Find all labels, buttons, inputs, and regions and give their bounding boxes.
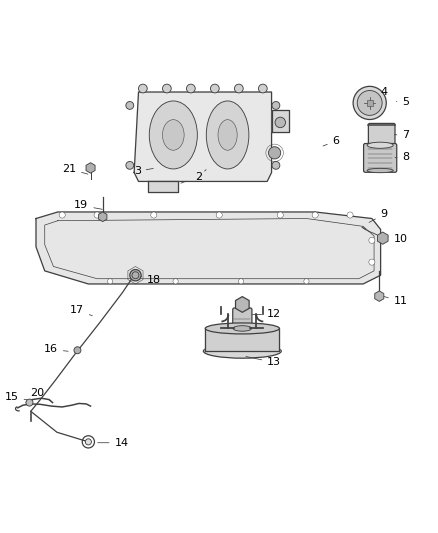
Ellipse shape bbox=[367, 168, 393, 173]
Circle shape bbox=[272, 101, 280, 109]
Bar bbox=[367, 100, 373, 106]
Text: 18: 18 bbox=[139, 276, 161, 286]
Text: 10: 10 bbox=[382, 234, 408, 244]
Text: 11: 11 bbox=[382, 296, 408, 306]
Circle shape bbox=[347, 212, 353, 218]
Circle shape bbox=[258, 84, 267, 93]
Text: 4: 4 bbox=[372, 87, 388, 101]
Circle shape bbox=[26, 399, 33, 406]
Circle shape bbox=[353, 86, 386, 119]
Circle shape bbox=[216, 212, 222, 218]
Circle shape bbox=[234, 84, 243, 93]
Ellipse shape bbox=[233, 326, 251, 331]
Circle shape bbox=[59, 212, 65, 218]
Text: 2: 2 bbox=[194, 169, 206, 182]
Circle shape bbox=[94, 212, 100, 218]
Circle shape bbox=[312, 212, 318, 218]
Text: 6: 6 bbox=[323, 136, 339, 146]
Ellipse shape bbox=[149, 101, 198, 169]
Text: 16: 16 bbox=[44, 344, 68, 354]
Polygon shape bbox=[36, 212, 381, 284]
Text: 12: 12 bbox=[253, 310, 281, 319]
Circle shape bbox=[126, 101, 134, 109]
Ellipse shape bbox=[203, 344, 281, 358]
Circle shape bbox=[132, 272, 139, 279]
Ellipse shape bbox=[218, 119, 237, 150]
Circle shape bbox=[82, 436, 95, 448]
Circle shape bbox=[369, 259, 375, 265]
Circle shape bbox=[173, 279, 178, 284]
Circle shape bbox=[138, 84, 147, 93]
Circle shape bbox=[130, 270, 141, 281]
Text: 3: 3 bbox=[134, 166, 153, 176]
Circle shape bbox=[369, 237, 375, 244]
Text: 5: 5 bbox=[396, 96, 410, 107]
Circle shape bbox=[357, 91, 382, 115]
Circle shape bbox=[187, 84, 195, 93]
Text: 7: 7 bbox=[395, 130, 410, 140]
Circle shape bbox=[304, 279, 309, 284]
Ellipse shape bbox=[367, 142, 393, 148]
Circle shape bbox=[162, 84, 171, 93]
Circle shape bbox=[108, 279, 113, 284]
Circle shape bbox=[151, 212, 157, 218]
Text: 21: 21 bbox=[62, 164, 88, 174]
Polygon shape bbox=[205, 328, 279, 351]
Circle shape bbox=[211, 84, 219, 93]
Circle shape bbox=[272, 161, 280, 169]
Text: 13: 13 bbox=[246, 357, 281, 367]
Polygon shape bbox=[134, 92, 272, 181]
Text: 14: 14 bbox=[98, 438, 129, 448]
Circle shape bbox=[268, 147, 281, 159]
Ellipse shape bbox=[205, 323, 279, 334]
Polygon shape bbox=[272, 110, 289, 132]
Ellipse shape bbox=[162, 119, 184, 150]
Text: 17: 17 bbox=[70, 305, 92, 316]
Circle shape bbox=[126, 161, 134, 169]
Text: 1: 1 bbox=[169, 181, 186, 192]
Circle shape bbox=[85, 439, 92, 445]
Circle shape bbox=[277, 212, 283, 218]
Circle shape bbox=[238, 279, 244, 284]
Circle shape bbox=[74, 347, 81, 354]
Text: 9: 9 bbox=[369, 209, 388, 222]
FancyBboxPatch shape bbox=[364, 143, 397, 172]
FancyBboxPatch shape bbox=[233, 308, 252, 328]
Text: 19: 19 bbox=[74, 200, 102, 211]
Text: 20: 20 bbox=[30, 388, 51, 401]
Polygon shape bbox=[148, 181, 178, 192]
Ellipse shape bbox=[206, 101, 249, 169]
Text: 8: 8 bbox=[395, 152, 410, 163]
Circle shape bbox=[275, 117, 286, 128]
Text: 15: 15 bbox=[4, 392, 28, 402]
FancyBboxPatch shape bbox=[368, 124, 395, 146]
